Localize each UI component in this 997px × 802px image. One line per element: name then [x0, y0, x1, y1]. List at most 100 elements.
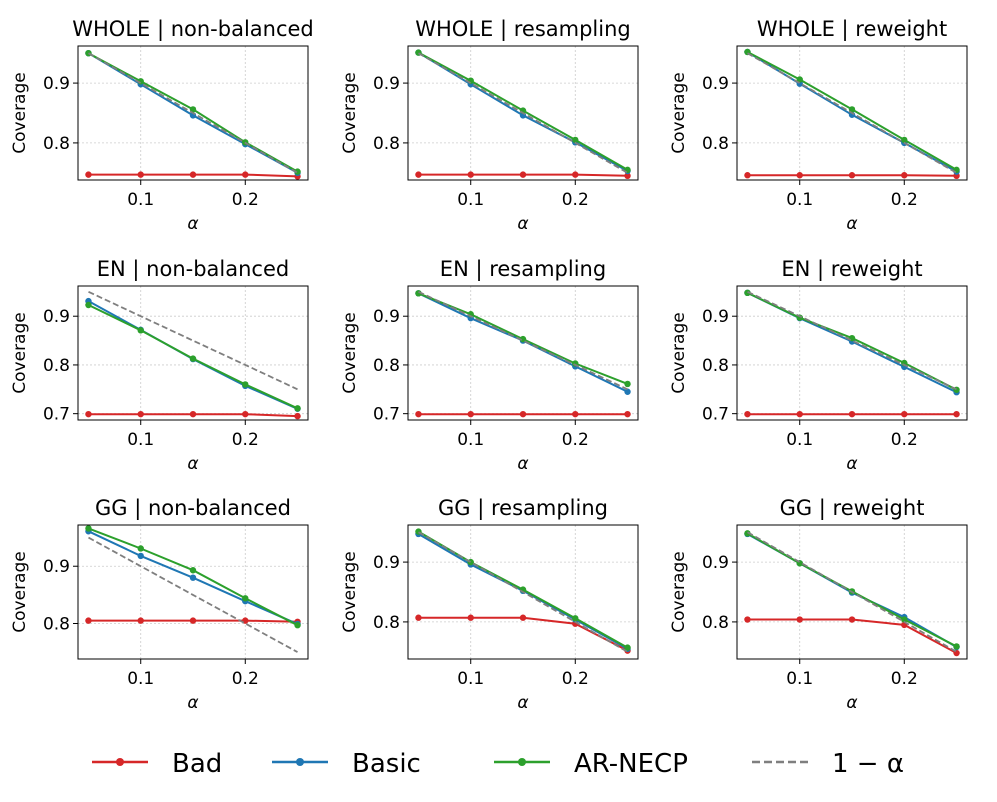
data-point-bad — [744, 410, 751, 418]
data-point-bad — [848, 172, 856, 179]
series-line-one-minus-alpha — [418, 290, 628, 391]
panel-title: EN | resampling — [440, 257, 606, 282]
x-axis-label: α — [187, 214, 198, 234]
panel-en-resampling: 0.1 0.2 0.7 0.8 0.9 EN | resampling α Coverage — [340, 257, 639, 474]
legend-marker — [296, 758, 304, 766]
panel-en-non-balanced: 0.1 0.2 0.7 0.8 0.9 EN | non-balanced α Coverag… — [10, 257, 309, 474]
y-axis-label: Coverage — [669, 72, 689, 153]
data-point-bad — [242, 171, 249, 178]
data-point-ar-necp — [572, 136, 579, 144]
legend-item-bad: Bad — [92, 749, 222, 779]
data-point-bad — [796, 616, 803, 623]
axes-frame — [407, 45, 639, 181]
y-tick-label: 0.9 — [43, 557, 70, 577]
data-point-ar-necp — [848, 106, 856, 113]
legend-label: 1 − α — [832, 749, 904, 779]
data-point-basic — [137, 552, 144, 560]
axes-frame — [77, 45, 309, 181]
x-tick-label: 0.2 — [562, 669, 589, 689]
data-point-ar-necp — [953, 643, 960, 650]
y-axis-label: Coverage — [10, 551, 30, 632]
x-tick-label: 0.1 — [127, 430, 154, 450]
y-tick-label: 0.9 — [702, 307, 729, 327]
panel-gg-reweight: 0.1 0.2 0.8 0.9 GG | reweight α Coverage — [669, 496, 968, 713]
data-point-ar-necp — [189, 106, 197, 113]
data-point-ar-necp — [242, 595, 249, 602]
legend-item-ar-necp: AR-NECP — [494, 749, 688, 779]
y-tick-label: 0.8 — [373, 134, 400, 154]
data-point-ar-necp — [467, 77, 474, 84]
data-point-bad — [572, 410, 579, 418]
data-point-basic — [624, 388, 631, 395]
data-point-ar-necp — [294, 405, 301, 412]
y-axis-label: Coverage — [340, 312, 360, 393]
series-line-one-minus-alpha — [88, 52, 298, 174]
data-point-bad — [137, 410, 144, 418]
panel-whole-non-balanced: 0.1 0.2 0.8 0.9 WHOLE | non-balanced α Coverag… — [10, 17, 314, 234]
data-point-ar-necp — [624, 380, 631, 388]
x-tick-label: 0.1 — [786, 190, 813, 210]
panel-title: WHOLE | non-balanced — [72, 17, 314, 42]
y-tick-label: 0.8 — [702, 356, 729, 376]
panel-title: WHOLE | resampling — [415, 17, 630, 42]
series-line-one-minus-alpha — [747, 531, 957, 653]
y-tick-label: 0.7 — [43, 405, 70, 425]
axes-frame — [407, 285, 639, 421]
data-point-bad — [137, 171, 144, 178]
data-point-ar-necp — [189, 567, 197, 574]
x-tick-label: 0.2 — [891, 430, 918, 450]
y-axis-label: Coverage — [10, 312, 30, 393]
x-axis-label: α — [846, 454, 857, 474]
x-tick-label: 0.2 — [562, 190, 589, 210]
y-axis-label: Coverage — [10, 72, 30, 153]
data-point-bad — [189, 410, 197, 418]
x-tick-label: 0.1 — [457, 190, 484, 210]
data-point-ar-necp — [744, 289, 751, 297]
x-axis-label: α — [846, 214, 857, 234]
panel-en-reweight: 0.1 0.2 0.7 0.8 0.9 EN | reweight α Coverage — [669, 257, 968, 474]
data-point-ar-necp — [294, 168, 301, 175]
x-tick-label: 0.2 — [891, 669, 918, 689]
y-axis-label: Coverage — [669, 551, 689, 632]
y-tick-label: 0.9 — [702, 553, 729, 573]
data-point-ar-necp — [901, 136, 908, 144]
legend-label: AR-NECP — [574, 749, 688, 779]
axes-frame — [736, 524, 968, 660]
data-point-bad — [624, 410, 631, 418]
legend-item-basic: Basic — [272, 749, 421, 779]
x-tick-label: 0.2 — [562, 430, 589, 450]
x-tick-label: 0.1 — [457, 430, 484, 450]
y-axis-label: Coverage — [340, 72, 360, 153]
data-point-bad — [189, 171, 197, 178]
panel-title: GG | non-balanced — [95, 496, 291, 521]
data-point-bad — [519, 171, 527, 178]
x-axis-label: α — [517, 454, 528, 474]
data-point-bad — [901, 172, 908, 179]
legend-label: Basic — [352, 749, 421, 779]
data-point-bad — [744, 172, 751, 179]
x-axis-label: α — [517, 214, 528, 234]
x-tick-label: 0.1 — [127, 190, 154, 210]
y-tick-label: 0.7 — [702, 405, 729, 425]
y-axis-label: Coverage — [669, 312, 689, 393]
y-tick-label: 0.9 — [373, 553, 400, 573]
legend-label: Bad — [172, 749, 222, 779]
data-point-bad — [848, 410, 856, 418]
data-point-bad — [901, 410, 908, 418]
x-tick-label: 0.1 — [127, 669, 154, 689]
data-point-bad — [85, 617, 92, 624]
data-point-ar-necp — [242, 381, 249, 388]
x-tick-label: 0.2 — [232, 669, 259, 689]
series-line-one-minus-alpha — [418, 52, 628, 174]
data-point-bad — [85, 171, 92, 178]
y-tick-label: 0.8 — [373, 356, 400, 376]
data-point-bad — [744, 616, 751, 623]
data-point-ar-necp — [137, 327, 144, 334]
data-point-bad — [467, 171, 474, 178]
data-point-bad — [467, 614, 474, 621]
x-axis-label: α — [187, 454, 198, 474]
data-point-ar-necp — [137, 545, 144, 552]
data-point-ar-necp — [572, 615, 579, 622]
legend: Bad Basic AR-NECP 1 − α — [92, 749, 904, 779]
y-tick-label: 0.8 — [43, 356, 70, 376]
